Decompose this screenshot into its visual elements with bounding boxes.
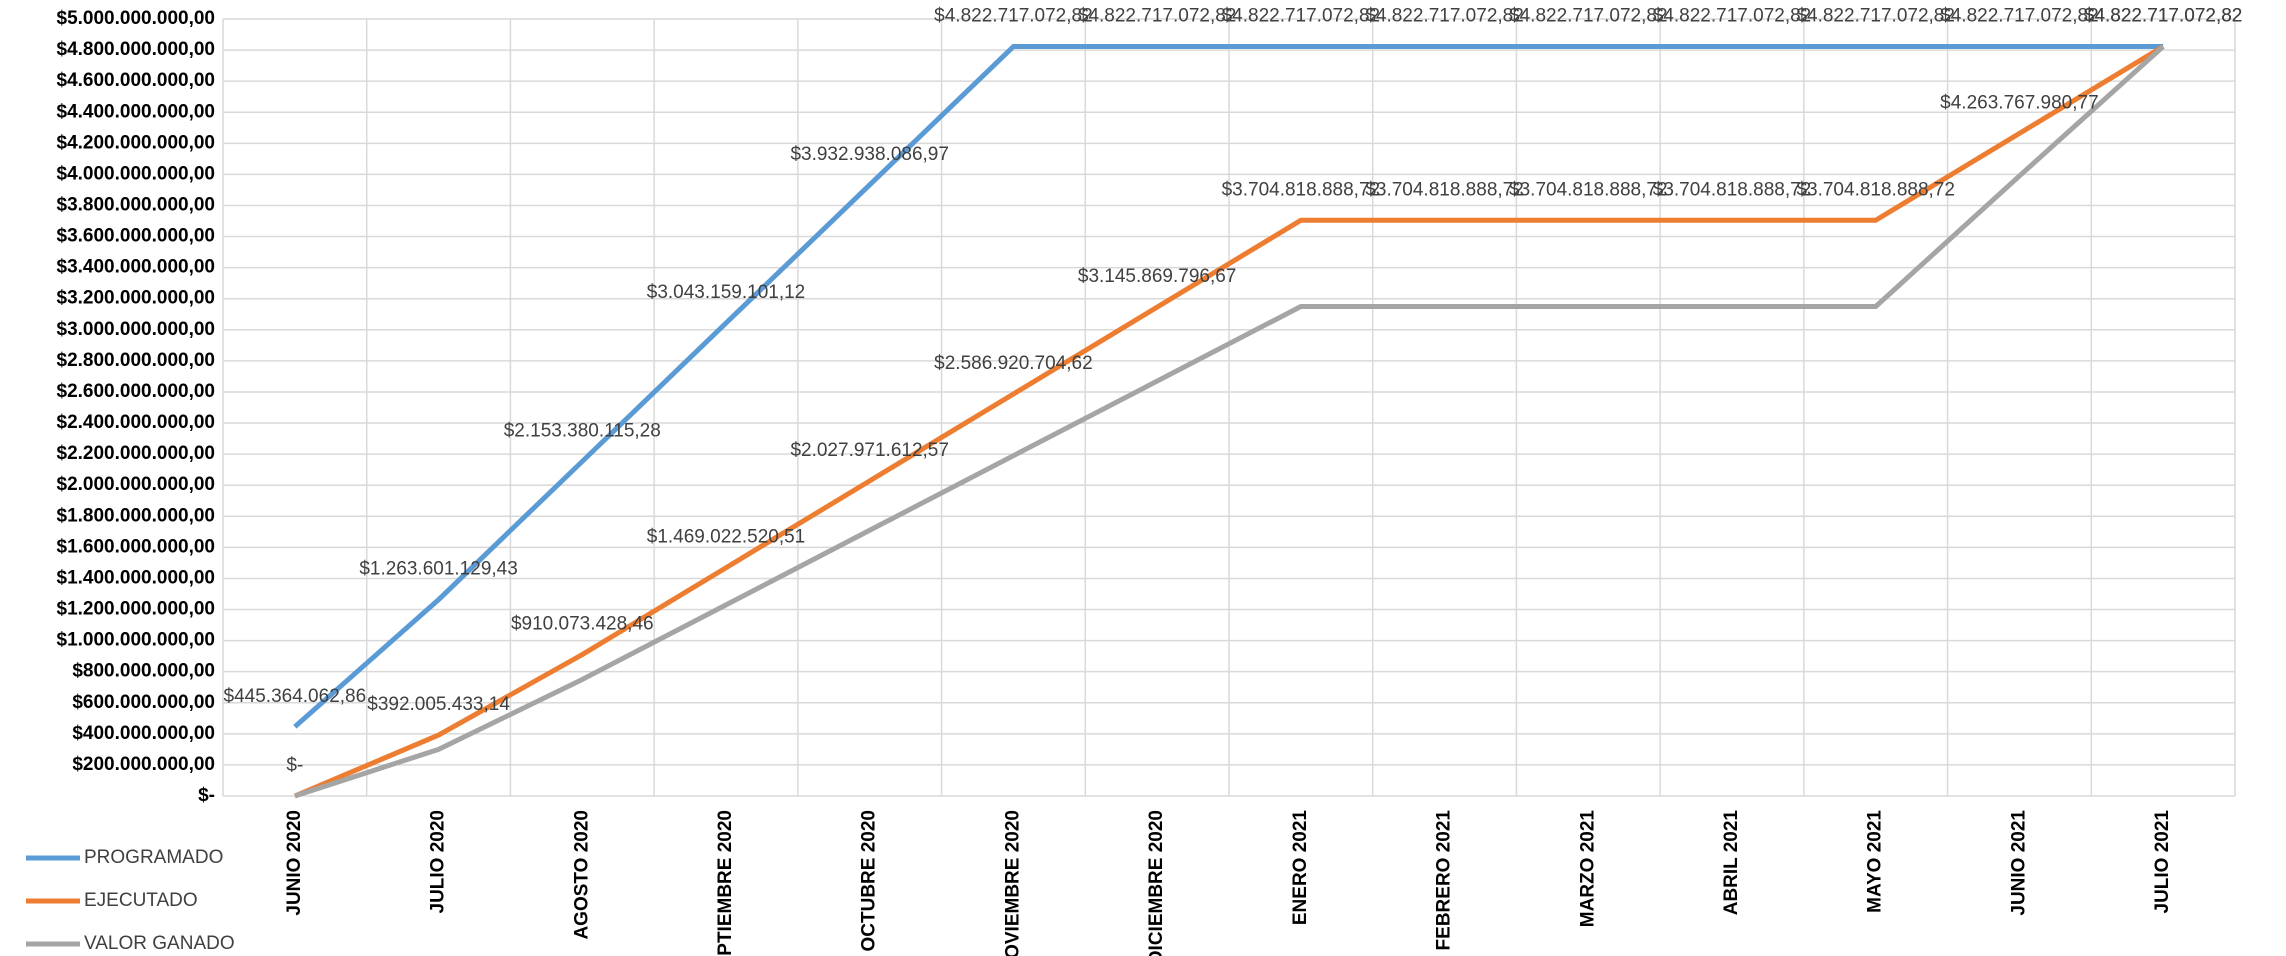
x-tick-label: MAYO 2021 <box>1865 810 1886 913</box>
y-tick-label: $2.800.000.000,00 <box>57 350 216 371</box>
x-tick-label: JUNIO 2021 <box>2008 810 2029 916</box>
x-tick-label: ENERO 2021 <box>1290 810 1311 926</box>
y-tick-label: $3.000.000.000,00 <box>57 319 216 340</box>
data-label: $4.822.717.072,82 <box>1222 6 1381 27</box>
y-tick-label: $3.800.000.000,00 <box>57 194 216 215</box>
x-tick-label: FEBRERO 2021 <box>1434 810 1455 951</box>
legend-label: PROGRAMADO <box>84 847 223 868</box>
x-tick-label: SEPTIEMBRE 2020 <box>715 810 736 956</box>
x-tick-label: MARZO 2021 <box>1577 810 1598 928</box>
y-tick-label: $1.600.000.000,00 <box>57 536 216 557</box>
x-tick-label: AGOSTO 2020 <box>571 810 592 940</box>
series-line <box>293 44 2165 799</box>
data-label: $3.704.818.888,72 <box>1796 179 1955 200</box>
y-tick-label: $4.800.000.000,00 <box>57 39 216 60</box>
data-label: $4.822.717.072,82 <box>934 6 1093 27</box>
y-tick-label: $- <box>198 785 215 806</box>
data-label: $445.364.062,86 <box>224 686 367 707</box>
y-tick-label: $2.600.000.000,00 <box>57 381 216 402</box>
y-tick-label: $800.000.000,00 <box>72 661 215 682</box>
y-tick-label: $2.200.000.000,00 <box>57 443 216 464</box>
data-label: $2.586.920.704,62 <box>934 353 1093 374</box>
y-tick-label: $1.200.000.000,00 <box>57 599 216 620</box>
y-tick-label: $600.000.000,00 <box>72 692 215 713</box>
data-label: $4.822.717.072,82 <box>2084 6 2243 27</box>
y-tick-label: $3.400.000.000,00 <box>57 257 216 278</box>
y-tick-label: $3.600.000.000,00 <box>57 226 216 247</box>
series-line <box>294 44 2165 799</box>
data-label: $4.822.717.072,82 <box>1509 6 1668 27</box>
x-tick-label: DICIEMBRE 2020 <box>1146 810 1167 956</box>
y-tick-label: $1.800.000.000,00 <box>57 505 216 526</box>
data-label: $3.145.869.796,67 <box>1078 266 1237 287</box>
y-tick-label: $1.000.000.000,00 <box>57 630 216 651</box>
data-label: $3.704.818.888,72 <box>1365 179 1524 200</box>
y-tick-label: $1.400.000.000,00 <box>57 567 216 588</box>
y-tick-label: $400.000.000,00 <box>72 723 215 744</box>
data-label: $4.822.717.072,82 <box>1078 6 1237 27</box>
y-tick-label: $200.000.000,00 <box>72 754 215 775</box>
data-label: $4.822.717.072,82 <box>2084 6 2243 27</box>
y-tick-label: $2.000.000.000,00 <box>57 474 216 495</box>
legend-label: VALOR GANADO <box>84 933 235 954</box>
y-tick-label: $3.200.000.000,00 <box>57 288 216 309</box>
legend-label: EJECUTADO <box>84 890 198 911</box>
data-label: $4.822.717.072,82 <box>1653 6 1812 27</box>
data-label: $3.043.159.101,12 <box>647 282 806 303</box>
y-tick-label: $2.400.000.000,00 <box>57 412 216 433</box>
data-label: $2.153.380.115,28 <box>504 420 661 441</box>
x-tick-label: NOVIEMBRE 2020 <box>1002 810 1023 956</box>
data-label: $1.469.022.520,51 <box>647 527 806 548</box>
data-label: $4.822.717.072,82 <box>1796 6 1955 27</box>
data-label: $3.704.818.888,72 <box>1653 179 1812 200</box>
y-tick-label: $4.200.000.000,00 <box>57 132 216 153</box>
x-tick-label: JUNIO 2020 <box>284 810 305 916</box>
x-tick-label: ABRIL 2021 <box>1721 810 1742 916</box>
x-tick-label: JULIO 2020 <box>428 810 449 914</box>
data-label: $4.822.717.072,82 <box>1940 6 2099 27</box>
data-label: $910.073.428,46 <box>511 614 654 635</box>
data-label: $4.822.717.072,82 <box>1365 6 1524 27</box>
x-tick-label: OCTUBRE 2020 <box>859 810 880 952</box>
series-line <box>293 44 2164 729</box>
data-label: $- <box>286 755 303 776</box>
data-label: $392.005.433,14 <box>367 694 510 715</box>
data-label: $3.704.818.888,72 <box>1222 179 1381 200</box>
data-label: $2.027.971.612,57 <box>790 440 949 461</box>
y-tick-label: $4.400.000.000,00 <box>57 101 216 122</box>
y-tick-label: $4.600.000.000,00 <box>57 70 216 91</box>
y-tick-label: $5.000.000.000,00 <box>57 8 216 29</box>
y-tick-label: $4.000.000.000,00 <box>57 163 216 184</box>
x-tick-label: JULIO 2021 <box>2152 810 2173 914</box>
data-label: $4.263.767.980,77 <box>1940 92 2099 113</box>
data-label: $3.932.938.086,97 <box>790 144 949 165</box>
data-label: $1.263.601.129,43 <box>359 559 518 580</box>
data-label: $3.704.818.888,72 <box>1509 179 1668 200</box>
